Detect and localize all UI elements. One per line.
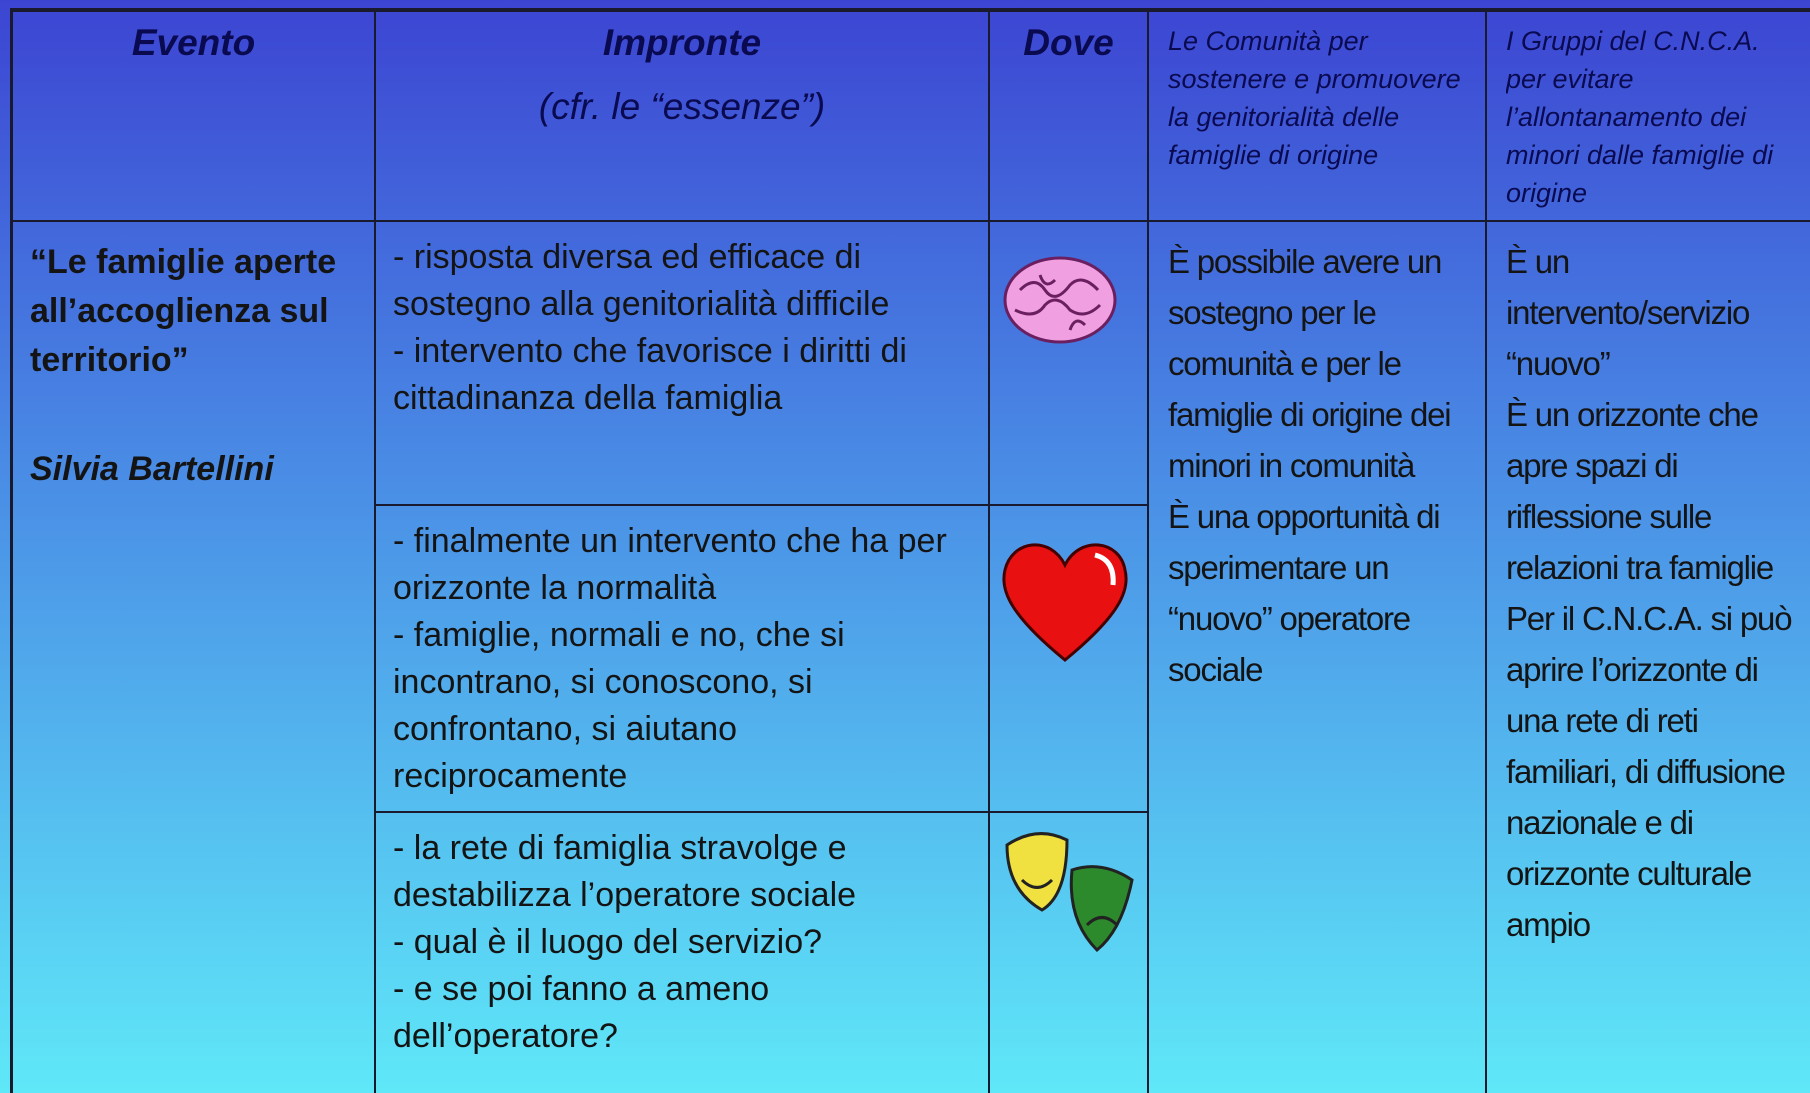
header-comunita: Le Comunità per sostenere e promuovere l… <box>1168 26 1461 170</box>
masks-icon <box>1005 832 1134 953</box>
header-impronte-note: (cfr. le “essenze”) <box>538 86 826 127</box>
impronte-item: - qual è il luogo del servizio? <box>393 923 823 961</box>
gruppi-item: È un intervento/servizio “nuovo” <box>1506 243 1750 382</box>
border <box>1147 8 1149 1093</box>
impronte-item: - la rete di famiglia stravolge e destab… <box>393 829 857 914</box>
border <box>375 504 1147 506</box>
border <box>10 220 1810 222</box>
comunita-cell: È possibile avere un sostegno per le com… <box>1168 236 1478 695</box>
header-dove: Dove <box>1023 22 1114 63</box>
border <box>10 8 13 1093</box>
header-evento: Evento <box>131 22 256 63</box>
event-author: Silvia Bartellini <box>30 450 274 488</box>
border <box>10 8 1810 12</box>
brain-icon <box>1003 256 1117 344</box>
gruppi-cell: È un intervento/servizio “nuovo” È un or… <box>1506 236 1806 950</box>
gruppi-item: Per il C.N.C.A. si può aprire l’orizzont… <box>1506 600 1793 943</box>
comunita-item: È una opportunità di sperimentare un “nu… <box>1168 498 1441 688</box>
impronte-cell: - finalmente un intervento che ha per or… <box>393 518 953 800</box>
border <box>1485 8 1487 1093</box>
impronte-item: - risposta diversa ed efficace di sosteg… <box>393 238 890 323</box>
impronte-cell: - risposta diversa ed efficace di sosteg… <box>393 234 973 422</box>
impronte-cell: - la rete di famiglia stravolge e destab… <box>393 825 953 1060</box>
event-title: “Le famiglie aperte all’accoglienza sul … <box>30 243 337 379</box>
border <box>375 811 1147 813</box>
header-impronte: Impronte <box>602 22 762 63</box>
impronte-item: - e se poi fanno a ameno dell’operatore? <box>393 970 770 1055</box>
impronte-item: - intervento che favorisce i diritti di … <box>393 332 907 417</box>
impronte-item: - finalmente un intervento che ha per or… <box>393 522 947 607</box>
comunita-item: È possibile avere un sostegno per le com… <box>1168 243 1452 484</box>
header-gruppi: I Gruppi del C.N.C.A. per evitare l’allo… <box>1506 26 1774 208</box>
border <box>374 8 376 1093</box>
border <box>988 8 990 1093</box>
heart-icon <box>1002 543 1128 662</box>
impronte-item: - famiglie, normali e no, che si incontr… <box>393 616 845 795</box>
gruppi-item: È un orizzonte che apre spazi di rifless… <box>1506 396 1774 586</box>
